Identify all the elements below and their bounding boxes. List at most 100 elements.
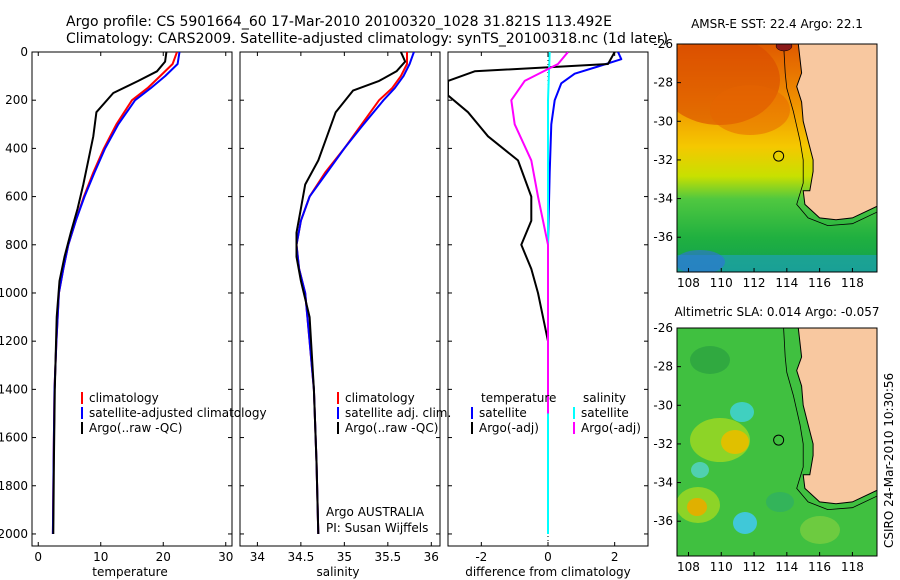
pi-annotation: PI: Susan Wijffels bbox=[326, 521, 428, 535]
legend-label-satellite: satellite-adjusted climatology bbox=[89, 406, 267, 420]
sla-anomaly bbox=[691, 462, 709, 478]
legend-header-salinity: salinity bbox=[583, 391, 626, 405]
legend-label-climatology: climatology bbox=[89, 391, 159, 405]
legend-label-sal-satellite: satellite bbox=[581, 406, 629, 420]
y-tick-label: 1400 bbox=[0, 382, 28, 396]
figure-title-line2: Climatology: CARS2009. Satellite-adjuste… bbox=[66, 31, 668, 47]
sla-anomaly bbox=[800, 516, 840, 544]
depth-tick-labels: 0 200 400 600 800 1000 1200 1400 1600 1800 2000 bbox=[0, 45, 28, 541]
sla-anomaly bbox=[690, 346, 730, 374]
temperature-legend: climatology satellite-adjusted climatolo… bbox=[81, 391, 267, 435]
sst-map bbox=[677, 44, 877, 272]
y-tick-label: 400 bbox=[5, 141, 28, 155]
map-y-tick-label: -34 bbox=[653, 192, 673, 206]
map-x-tick-label: 112 bbox=[743, 560, 766, 574]
salinity-ticks: 34 34.5 35 35.5 36 bbox=[240, 51, 440, 564]
temperature-profiles bbox=[51, 52, 181, 535]
difference-legend: temperature satellite Argo(-adj) salinit… bbox=[471, 391, 641, 435]
x-tick-label: 30 bbox=[218, 550, 233, 564]
map-x-tick-label: 116 bbox=[808, 276, 831, 290]
profile-location-marker bbox=[773, 150, 785, 162]
y-tick-label: 200 bbox=[5, 93, 28, 107]
map-y-tick-label: -26 bbox=[653, 37, 673, 51]
legend-label-satellite: satellite adj. clim. bbox=[345, 406, 451, 420]
map-x-tick-label: 112 bbox=[743, 276, 766, 290]
sst-warm-patch bbox=[710, 85, 790, 135]
land-mass bbox=[796, 328, 877, 505]
sla-map-title: Altimetric SLA: 0.014 Argo: -0.057 bbox=[674, 305, 879, 319]
legend-label-sal-argo: Argo(-adj) bbox=[581, 421, 641, 435]
map-y-tick-label: -28 bbox=[653, 360, 673, 374]
map-y-tick-label: -36 bbox=[653, 514, 673, 528]
land-mass bbox=[796, 44, 877, 221]
side-stamp: CSIRO 24-Mar-2010 10:30:56 bbox=[882, 373, 896, 548]
sst-cold-band bbox=[677, 255, 877, 272]
difference-xlabel: difference from climatology bbox=[465, 565, 631, 579]
map-y-tick-label: -30 bbox=[653, 114, 673, 128]
y-tick-label: 800 bbox=[5, 238, 28, 252]
x-tick-label: 0 bbox=[544, 550, 552, 564]
sst-map-title: AMSR-E SST: 22.4 Argo: 22.1 bbox=[691, 17, 863, 31]
x-tick-label: -2 bbox=[475, 550, 487, 564]
legend-label-temp-satellite: satellite bbox=[479, 406, 527, 420]
x-tick-label: 34 bbox=[250, 550, 265, 564]
map-y-tick-label: -32 bbox=[653, 153, 673, 167]
sst-map-ticks: 108 110 112 114 116 118 -26 -28 -30 -32 -34 -36 bbox=[653, 37, 863, 290]
x-tick-label: 20 bbox=[156, 550, 171, 564]
y-tick-label: 0 bbox=[20, 45, 28, 59]
map-x-tick-label: 114 bbox=[775, 276, 798, 290]
x-tick-label: 0 bbox=[34, 550, 42, 564]
sst-cold-patch bbox=[677, 250, 725, 272]
sla-map-frame bbox=[676, 327, 878, 557]
map-y-tick-label: -32 bbox=[653, 437, 673, 451]
map-y-tick-label: -30 bbox=[653, 398, 673, 412]
x-tick-label: 2 bbox=[611, 550, 619, 564]
sla-anomaly bbox=[766, 492, 794, 512]
y-tick-label: 2000 bbox=[0, 527, 28, 541]
map-x-tick-label: 116 bbox=[808, 560, 831, 574]
x-tick-label: 35.5 bbox=[374, 550, 401, 564]
legend-header-temperature: temperature bbox=[481, 391, 556, 405]
sst-hot-spot bbox=[775, 44, 793, 52]
float-annotation: Argo AUSTRALIA bbox=[326, 505, 425, 519]
map-x-tick-label: 110 bbox=[710, 276, 733, 290]
profile-location-marker bbox=[773, 434, 785, 446]
shelf-contour bbox=[783, 44, 877, 227]
sla-anomaly bbox=[687, 498, 707, 516]
salinity-panel bbox=[239, 51, 441, 547]
map-y-tick-label: -36 bbox=[653, 230, 673, 244]
salinity-legend: climatology satellite adj. clim. Argo(..… bbox=[337, 391, 451, 435]
map-x-tick-label: 118 bbox=[841, 560, 864, 574]
salinity-profiles bbox=[295, 52, 415, 535]
temperature-ticks: 0 10 20 30 bbox=[32, 51, 233, 564]
map-x-tick-label: 108 bbox=[677, 276, 700, 290]
series-line-salinity-argo-adj bbox=[510, 52, 569, 414]
y-tick-label: 1600 bbox=[0, 431, 28, 445]
map-y-tick-label: -34 bbox=[653, 476, 673, 490]
x-tick-label: 36 bbox=[424, 550, 439, 564]
x-tick-label: 34.5 bbox=[288, 550, 315, 564]
sla-map bbox=[677, 328, 877, 556]
legend-label-climatology: climatology bbox=[345, 391, 415, 405]
temperature-panel bbox=[31, 51, 233, 547]
map-y-tick-label: -28 bbox=[653, 76, 673, 90]
x-tick-label: 10 bbox=[93, 550, 108, 564]
y-tick-label: 600 bbox=[5, 190, 28, 204]
series-line-argo-raw-qc bbox=[52, 52, 168, 535]
legend-label-argo: Argo(..raw -QC) bbox=[89, 421, 182, 435]
map-x-tick-label: 110 bbox=[710, 560, 733, 574]
map-y-tick-label: -26 bbox=[653, 321, 673, 335]
x-tick-label: 35 bbox=[337, 550, 352, 564]
salinity-xlabel: salinity bbox=[316, 565, 359, 579]
legend-label-argo: Argo(..raw -QC) bbox=[345, 421, 438, 435]
sst-map-frame bbox=[676, 43, 878, 273]
y-tick-label: 1200 bbox=[0, 334, 28, 348]
shelf-contour bbox=[783, 328, 877, 511]
y-tick-label: 1000 bbox=[0, 286, 28, 300]
figure-title-line1: Argo profile: CS 5901664_60 17-Mar-2010 … bbox=[66, 14, 612, 30]
temperature-xlabel: temperature bbox=[92, 565, 167, 579]
y-tick-label: 1800 bbox=[0, 479, 28, 493]
legend-label-temp-argo: Argo(-adj) bbox=[479, 421, 539, 435]
sla-anomaly bbox=[721, 430, 749, 454]
sla-anomaly bbox=[730, 402, 754, 422]
